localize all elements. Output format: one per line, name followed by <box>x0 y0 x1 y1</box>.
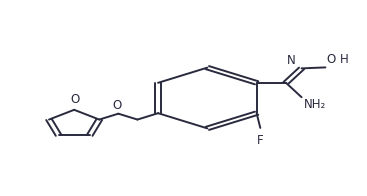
Text: O: O <box>70 93 80 106</box>
Text: O: O <box>327 54 336 66</box>
Text: O: O <box>113 99 122 112</box>
Text: H: H <box>339 54 348 66</box>
Text: F: F <box>257 134 264 147</box>
Text: NH₂: NH₂ <box>304 98 326 111</box>
Text: N: N <box>287 54 296 67</box>
